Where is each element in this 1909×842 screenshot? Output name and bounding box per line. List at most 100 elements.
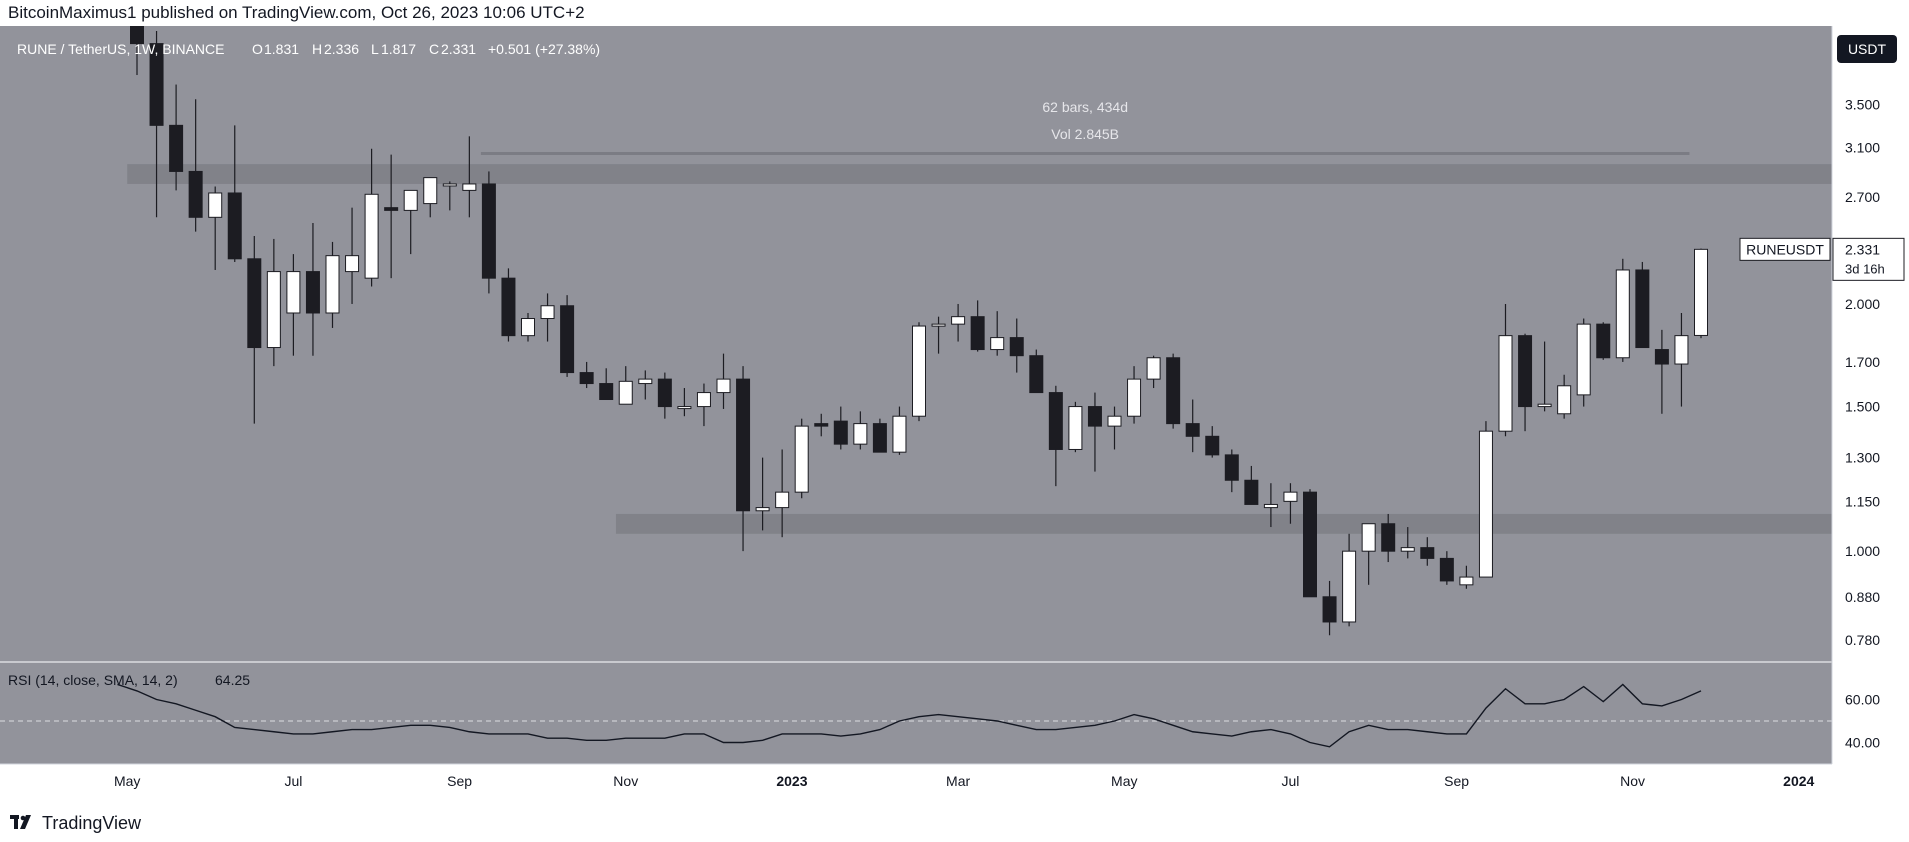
candle-body xyxy=(1029,355,1044,394)
candle xyxy=(599,368,614,401)
candle xyxy=(1537,341,1552,412)
candle xyxy=(345,207,360,304)
currency-button-label[interactable]: USDT xyxy=(1848,41,1887,57)
candles-layer xyxy=(130,26,1708,636)
candle-body xyxy=(305,271,320,314)
candle xyxy=(1635,261,1650,349)
candle-body xyxy=(1498,335,1513,432)
price-tag-countdown: 3d 16h xyxy=(1845,261,1885,276)
footer: TradingView xyxy=(0,804,1909,842)
currency-button[interactable]: USDT xyxy=(1837,35,1897,63)
low-value: 1.817 xyxy=(381,41,416,57)
candle-body xyxy=(755,507,770,512)
candle-body xyxy=(208,192,223,218)
candle-body xyxy=(1537,403,1552,408)
candle-body xyxy=(1400,547,1415,552)
rsi-layer: RSI (14, close, SMA, 14, 2) 64.25 xyxy=(0,672,1832,748)
candle-body xyxy=(540,305,555,320)
rsi-pane-background xyxy=(0,663,1832,764)
candle xyxy=(872,418,887,453)
measure-bars-label: 62 bars, 434d xyxy=(1042,99,1128,115)
candle-body xyxy=(1596,323,1611,359)
change-value: +0.501 (+27.38%) xyxy=(488,41,600,57)
candle-body xyxy=(149,43,164,126)
candle-body xyxy=(521,318,535,337)
candle xyxy=(1420,537,1435,566)
measure-layer: 62 bars, 434d Vol 2.845B xyxy=(480,99,1690,155)
candle-body xyxy=(657,378,672,408)
candle-body xyxy=(696,392,711,408)
candle-body xyxy=(892,415,907,453)
time-tick-label: May xyxy=(114,773,140,789)
price-axis[interactable]: 1.000 3.500 3.100 2.700 2.000 1.700 1.500 1.300… xyxy=(1831,26,1909,800)
candle-body xyxy=(1068,406,1083,450)
candle xyxy=(1048,385,1063,487)
candle-body xyxy=(1244,479,1259,505)
publisher-bar: BitcoinMaximus1 published on TradingView… xyxy=(0,0,1909,26)
candle xyxy=(1498,303,1513,437)
candle xyxy=(1654,329,1669,414)
candle-body xyxy=(403,189,418,211)
currency-button-bg[interactable] xyxy=(1837,35,1897,63)
price-tag: RUNEUSDT 2.331 3d 16h xyxy=(1739,237,1905,281)
brand-label: TradingView xyxy=(42,812,142,833)
candle-body xyxy=(1127,378,1142,417)
open-label: O xyxy=(252,41,263,57)
candle-body xyxy=(1048,392,1063,450)
candle xyxy=(833,406,848,450)
candle-body xyxy=(1381,523,1396,552)
candle xyxy=(286,254,301,356)
candle xyxy=(364,148,379,287)
candle-body xyxy=(1576,323,1591,396)
candle xyxy=(1185,399,1200,453)
candle xyxy=(130,26,144,76)
candle xyxy=(853,411,868,450)
candle-body xyxy=(1694,248,1708,336)
candle xyxy=(1244,465,1259,505)
rsi-value: 64.25 xyxy=(215,672,250,688)
candle-body xyxy=(1166,357,1181,425)
candle-body xyxy=(872,423,887,453)
candle xyxy=(1478,421,1493,578)
chart-area[interactable]: 62 bars, 434d Vol 2.845B RSI (14, close, … xyxy=(0,26,1909,802)
candle-body xyxy=(384,207,399,211)
candle xyxy=(1303,489,1317,598)
candle xyxy=(990,311,1005,356)
rsi-label: RSI (14, close, SMA, 14, 2) xyxy=(8,672,178,688)
candle xyxy=(501,268,516,342)
price-tick-label: 0.880 xyxy=(1845,589,1880,605)
price-tick-label: 1.000 xyxy=(1845,543,1880,559)
candle xyxy=(1009,318,1024,373)
symbol-name: RUNE / TetherUS, 1W, BINANCE xyxy=(17,41,224,57)
time-tick-label: Sep xyxy=(1444,773,1469,789)
candle xyxy=(716,353,731,409)
price-tick-label: 2.000 xyxy=(1845,296,1880,312)
price-tick-label: 3.100 xyxy=(1845,140,1880,156)
time-tick-label: Jul xyxy=(1281,773,1299,789)
candle-body xyxy=(286,271,301,314)
time-tick-label: Mar xyxy=(946,773,970,789)
candle xyxy=(423,177,438,218)
candle-body xyxy=(560,305,575,374)
candle xyxy=(1283,483,1298,524)
candle xyxy=(912,322,926,422)
tradingview-logo[interactable]: TradingView xyxy=(10,813,141,834)
candle xyxy=(1342,533,1357,627)
candle xyxy=(1615,258,1630,362)
candle xyxy=(305,222,320,356)
candle xyxy=(540,293,555,342)
time-axis[interactable]: May Jul Sep Nov 2023 Mar May Jul Sep Nov 2024 xyxy=(0,763,1909,800)
candle xyxy=(227,125,242,262)
candle-body xyxy=(247,258,262,349)
candle xyxy=(481,171,496,294)
candle xyxy=(188,99,203,232)
price-tick-label: 1.500 xyxy=(1845,399,1880,415)
close-value: 2.331 xyxy=(441,41,476,57)
chart-svg[interactable]: 62 bars, 434d Vol 2.845B RSI (14, close, … xyxy=(0,26,1909,802)
candle-body xyxy=(1518,335,1533,408)
candle xyxy=(1439,551,1454,585)
candle-body xyxy=(814,423,829,427)
candle xyxy=(1361,523,1376,585)
candle-body xyxy=(931,323,946,327)
candle-body xyxy=(1185,423,1200,437)
